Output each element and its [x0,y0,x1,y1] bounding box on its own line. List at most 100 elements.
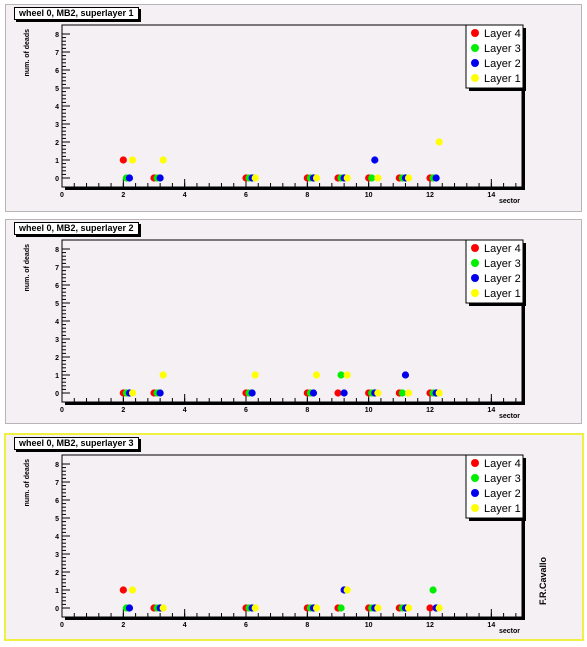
data-point-layer-1 [312,371,321,379]
data-point-layer-3 [337,371,345,379]
data-point-layer-2 [401,371,410,379]
legend-label: Layer 3 [484,258,521,270]
legend-marker [471,459,479,467]
x-tick-label: 4 [183,192,187,199]
x-tick-label: 4 [183,622,187,629]
x-tick-label: 8 [305,192,309,199]
data-point-layer-4 [119,586,127,594]
y-tick-label: 7 [55,480,59,487]
legend-label: Layer 4 [484,243,521,255]
y-tick-label: 3 [55,122,59,129]
x-tick-label: 2 [121,407,125,414]
data-point-layer-2 [156,174,164,182]
y-tick-label: 7 [55,50,59,57]
x-tick-label: 10 [365,407,373,414]
plot-frame [61,454,523,618]
y-tick-label: 5 [55,301,59,308]
x-tick-label: 12 [426,622,434,629]
legend-label: Layer 2 [484,273,521,285]
data-point-layer-1 [404,174,413,182]
data-point-layer-1 [128,389,137,397]
data-point-layer-3 [368,174,376,182]
data-point-layer-2 [309,389,318,397]
data-point-layer-1 [251,174,259,182]
legend-marker [471,289,479,297]
data-point-layer-1 [251,371,259,379]
legend-marker [471,29,479,37]
x-tick-label: 12 [426,407,434,414]
x-tick-label: 2 [121,192,125,199]
legend-label: Layer 1 [484,288,521,300]
x-tick-label: 6 [244,622,248,629]
data-point-layer-2 [340,389,348,397]
legend-marker [471,504,479,512]
data-point-layer-3 [398,389,406,397]
data-point-layer-4 [426,604,434,612]
data-point-layer-1 [343,586,351,594]
x-tick-label: 14 [487,407,495,414]
data-point-layer-1 [128,586,137,594]
data-point-layer-1 [159,156,167,164]
data-point-layer-1 [312,174,321,182]
data-point-layer-3 [337,604,345,612]
y-tick-label: 6 [55,498,59,505]
y-tick-label: 7 [55,265,59,272]
data-point-layer-1 [159,604,167,612]
legend-label: Layer 4 [484,458,521,470]
data-point-layer-1 [435,389,443,397]
y-tick-label: 6 [55,68,59,75]
plot-frame [61,24,523,188]
data-point-layer-1 [343,174,351,182]
y-tick-label: 1 [55,373,59,380]
x-axis-label: sector [499,628,520,635]
chart-title: wheel 0, MB2, superlayer 2 [14,222,139,235]
legend-marker [471,74,479,82]
data-point-layer-1 [404,389,413,397]
legend-marker [471,44,479,52]
data-point-layer-1 [128,156,137,164]
data-point-layer-1 [343,371,351,379]
data-point-layer-1 [374,389,382,397]
x-tick-label: 0 [60,622,64,629]
y-tick-label: 6 [55,283,59,290]
y-tick-label: 1 [55,588,59,595]
legend-label: Layer 2 [484,488,521,500]
y-tick-label: 3 [55,337,59,344]
data-point-layer-1 [435,138,443,146]
legend-label: Layer 1 [484,503,521,515]
y-tick-label: 2 [55,570,59,577]
y-tick-label: 0 [55,391,59,398]
legend-marker [471,474,479,482]
y-tick-label: 5 [55,516,59,523]
x-tick-label: 14 [487,192,495,199]
data-point-layer-3 [429,586,437,594]
x-tick-label: 8 [305,407,309,414]
legend-label: Layer 1 [484,73,521,85]
y-tick-label: 2 [55,140,59,147]
data-point-layer-1 [374,604,382,612]
y-tick-label: 8 [55,32,59,39]
author-label: F.R.Cavallo [538,556,548,605]
chart-title: wheel 0, MB2, superlayer 1 [14,7,139,20]
x-tick-label: 0 [60,407,64,414]
legend-marker [471,259,479,267]
data-point-layer-1 [251,604,259,612]
y-axis-label: num. of deads [24,29,31,77]
y-tick-label: 3 [55,552,59,559]
data-point-layer-2 [125,174,134,182]
data-point-layer-2 [371,156,379,164]
y-tick-label: 1 [55,158,59,165]
x-tick-label: 14 [487,622,495,629]
legend-label: Layer 3 [484,43,521,55]
x-tick-label: 0 [60,192,64,199]
data-point-layer-1 [404,604,413,612]
y-axis-label: num. of deads [24,459,31,507]
legend-label: Layer 4 [484,28,521,40]
y-tick-label: 8 [55,462,59,469]
data-point-layer-2 [156,389,164,397]
x-tick-label: 12 [426,192,434,199]
